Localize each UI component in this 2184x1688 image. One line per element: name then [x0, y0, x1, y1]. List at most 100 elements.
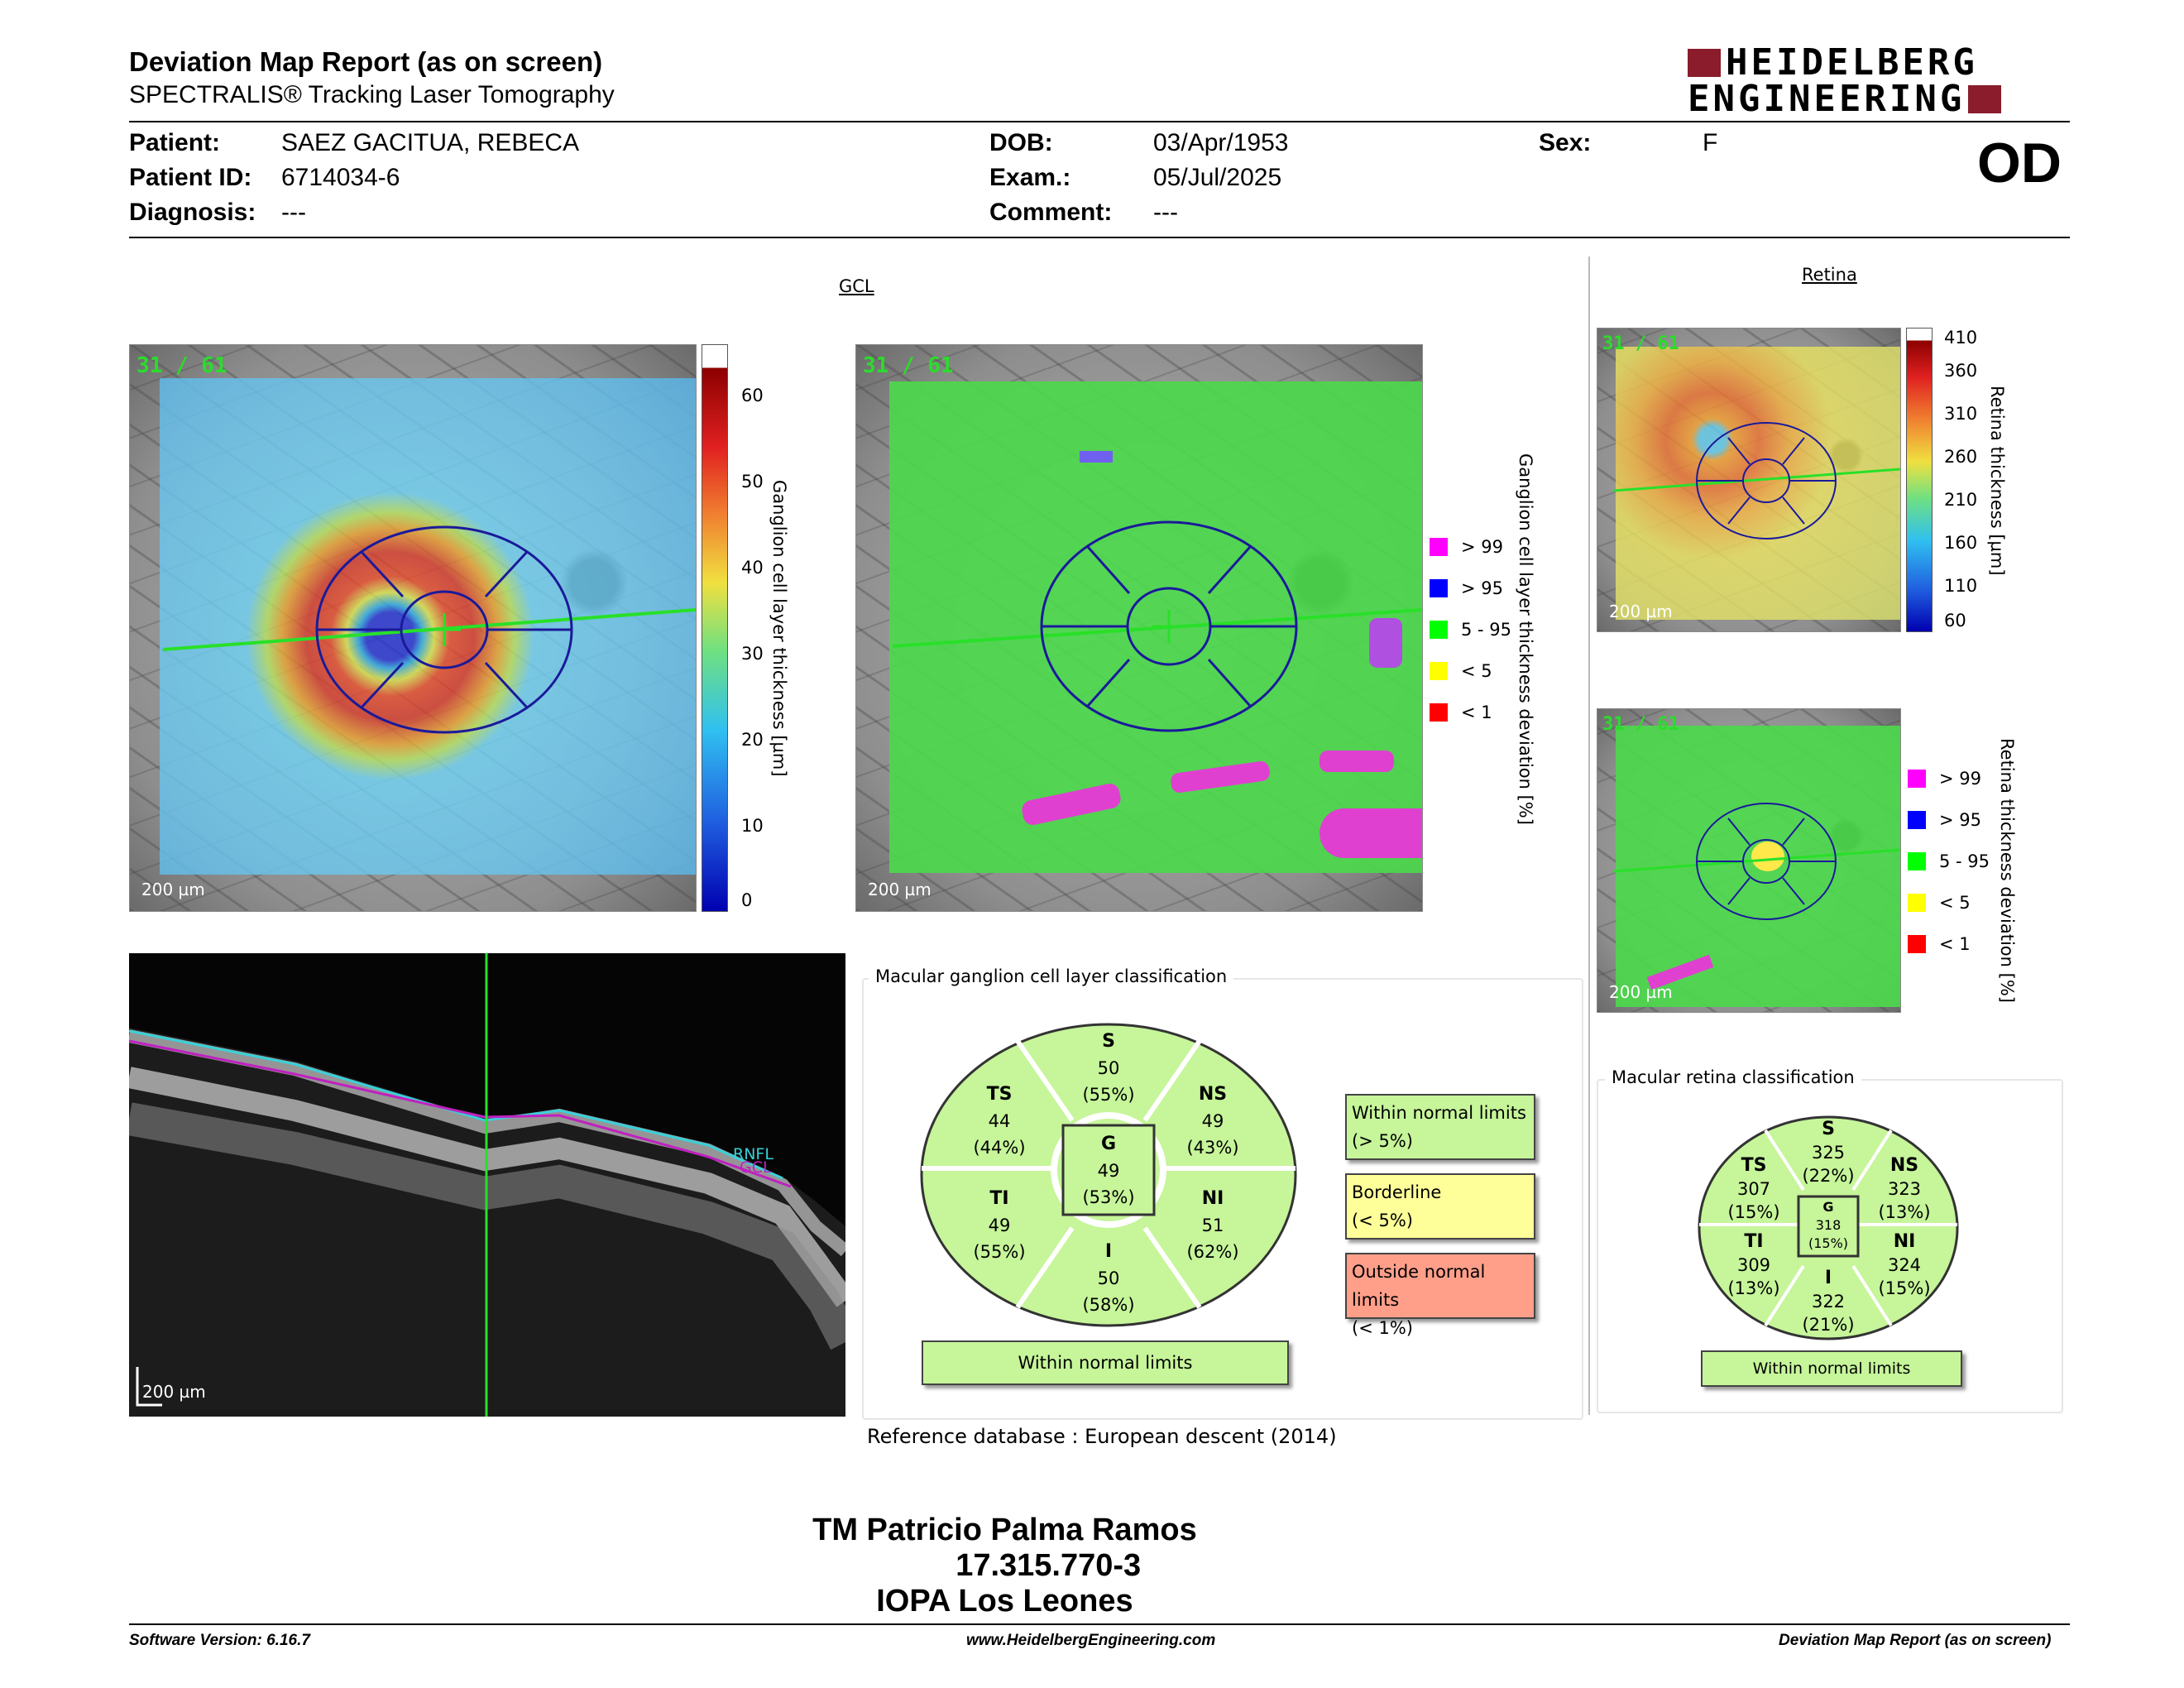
gcl-sector-ns: NS 49 (43%): [1171, 1081, 1254, 1161]
gcl-section-title: GCL: [839, 276, 874, 296]
gcl-tick-10: 10: [741, 816, 764, 836]
legend-row-gt99: > 99: [1430, 526, 1511, 568]
sector-name: G: [1822, 1199, 1834, 1215]
legend-label: > 99: [1939, 769, 1981, 789]
legend-swatch: [1430, 538, 1448, 556]
class-legend-borderline: Borderline (< 5%): [1345, 1173, 1535, 1240]
class-legend-wnl-label: Within normal limits: [1352, 1103, 1526, 1123]
legend-row-lt5: < 5: [1430, 650, 1511, 692]
legend-label: > 95: [1939, 810, 1981, 830]
sector-pct: (13%): [1878, 1202, 1931, 1222]
retina-tick-360: 360: [1944, 361, 1978, 381]
sector-pct: (13%): [1727, 1278, 1780, 1298]
website-link[interactable]: www.HeidelbergEngineering.com: [966, 1632, 1216, 1649]
footer-report-name: Deviation Map Report (as on screen): [1779, 1632, 2052, 1649]
gcl-sector-g: G 49 (53%): [1067, 1130, 1150, 1211]
gcl-scan-label: 31 / 61: [136, 353, 228, 378]
legend-label: > 99: [1461, 537, 1503, 557]
info-rule: [129, 237, 2070, 238]
retina-deviation-map: 31 / 61 200 µm: [1597, 708, 1901, 1013]
sector-pct: (55%): [1082, 1085, 1135, 1105]
oct-rnfl-label: RNFL: [733, 1145, 774, 1163]
sector-value: 309: [1736, 1255, 1771, 1275]
gcl-tick-20: 20: [741, 730, 764, 750]
deviation-patch: [1751, 842, 1784, 871]
signature-institution: IOPA Los Leones: [876, 1584, 1133, 1618]
patient-label: Patient:: [129, 129, 221, 156]
gcl-sector-ts: TS 44 (44%): [958, 1081, 1041, 1161]
retina-tick-260: 260: [1944, 447, 1978, 467]
legend-swatch: [1908, 935, 1926, 953]
etdrs-grid: [162, 525, 696, 734]
gcl-classification-result: Within normal limits: [922, 1340, 1289, 1385]
sector-name: NI: [1201, 1188, 1224, 1209]
legend-row-gt95: > 95: [1430, 568, 1511, 609]
gcl-tick-60: 60: [741, 386, 764, 405]
patient-value: SAEZ GACITUA, REBECA: [281, 129, 580, 156]
retina-sector-i: I 322 (21%): [1795, 1266, 1861, 1336]
gcl-deviation-axis-title: Ganglion cell layer thickness deviation …: [1516, 453, 1535, 825]
legend-row-gt99: > 99: [1908, 758, 1990, 799]
sector-name: TI: [1744, 1231, 1764, 1252]
sector-value: 49: [988, 1216, 1011, 1235]
retina-thickness-overlay: [1616, 347, 1900, 620]
retina-dev-scan-label: 31 / 61: [1602, 714, 1679, 735]
sex-label: Sex:: [1539, 129, 1592, 156]
class-legend-wnl-sub: (> 5%): [1352, 1131, 1413, 1151]
sector-name: TS: [1741, 1155, 1767, 1176]
legend-label: < 5: [1461, 661, 1492, 681]
sector-pct: (62%): [1186, 1242, 1239, 1262]
sector-name: NS: [1198, 1084, 1228, 1105]
gcl-sector-ni: NI 51 (62%): [1171, 1185, 1254, 1265]
logo-square-left: [1688, 49, 1721, 77]
class-legend-wnl: Within normal limits (> 5%): [1345, 1094, 1535, 1160]
retina-tick-410: 410: [1944, 328, 1978, 348]
deviation-patch: [1080, 451, 1113, 463]
sector-name: G: [1100, 1134, 1117, 1154]
gcl-thickness-axis-title: Ganglion cell layer thickness [µm]: [769, 480, 789, 777]
legend-label: < 5: [1939, 893, 1971, 913]
sector-pct: (22%): [1802, 1166, 1855, 1186]
legend-swatch: [1908, 770, 1926, 788]
retina-tick-160: 160: [1944, 533, 1978, 553]
gcl-scale-label: 200 µm: [141, 880, 205, 899]
retina-tick-60: 60: [1944, 611, 1966, 631]
gcl-thickness-overlay: [160, 378, 696, 875]
legend-label: 5 - 95: [1461, 620, 1512, 640]
retina-deviation-axis-title: Retina thickness deviation [%]: [1997, 738, 2017, 1003]
sector-name: I: [1824, 1268, 1832, 1288]
retina-tick-310: 310: [1944, 404, 1978, 424]
gcl-classification-title: Macular ganglion cell layer classificati…: [869, 966, 1234, 986]
gcl-tick-50: 50: [741, 472, 764, 492]
patient-id-value: 6714034-6: [281, 164, 400, 191]
diagnosis-value: ---: [281, 199, 306, 226]
sector-name: NS: [1889, 1155, 1919, 1176]
legend-label: > 95: [1461, 578, 1503, 598]
signature-id: 17.315.770-3: [956, 1548, 1142, 1583]
sector-value: 49: [1201, 1111, 1224, 1131]
sector-pct: (15%): [1808, 1235, 1849, 1251]
sector-value: 51: [1201, 1216, 1224, 1235]
logo-square-right: [1968, 85, 2002, 113]
logo-line1: HEIDELBERG: [1726, 41, 1978, 84]
legend-swatch: [1908, 894, 1926, 912]
retina-sector-ts: TS 307 (15%): [1721, 1153, 1787, 1224]
gcl-thickness-colorbar: [702, 344, 728, 912]
oct-gcl-label: GCL: [740, 1158, 772, 1177]
software-version: Software Version: 6.16.7: [129, 1632, 310, 1649]
gcl-sector-ti: TI 49 (55%): [958, 1185, 1041, 1265]
legend-label: < 1: [1461, 703, 1492, 722]
sector-name: TI: [989, 1188, 1009, 1209]
retina-thickness-map: 31 / 61 200 µm: [1597, 328, 1901, 632]
comment-value: ---: [1153, 199, 1178, 226]
section-separator: [1588, 257, 1590, 1415]
legend-row-lt1: < 1: [1908, 923, 1990, 965]
sector-pct: (15%): [1727, 1202, 1780, 1222]
retina-thickness-axis-title: Retina thickness [µm]: [1987, 386, 2007, 576]
sector-value: 322: [1811, 1292, 1846, 1312]
gcl-thickness-ticks: 60 50 40 30 20 10 0: [728, 344, 764, 910]
legend-row-5-95: 5 - 95: [1430, 609, 1511, 650]
etdrs-grid: [892, 520, 1422, 732]
dob-label: DOB:: [989, 129, 1053, 156]
legend-row-gt95: > 95: [1908, 799, 1990, 841]
